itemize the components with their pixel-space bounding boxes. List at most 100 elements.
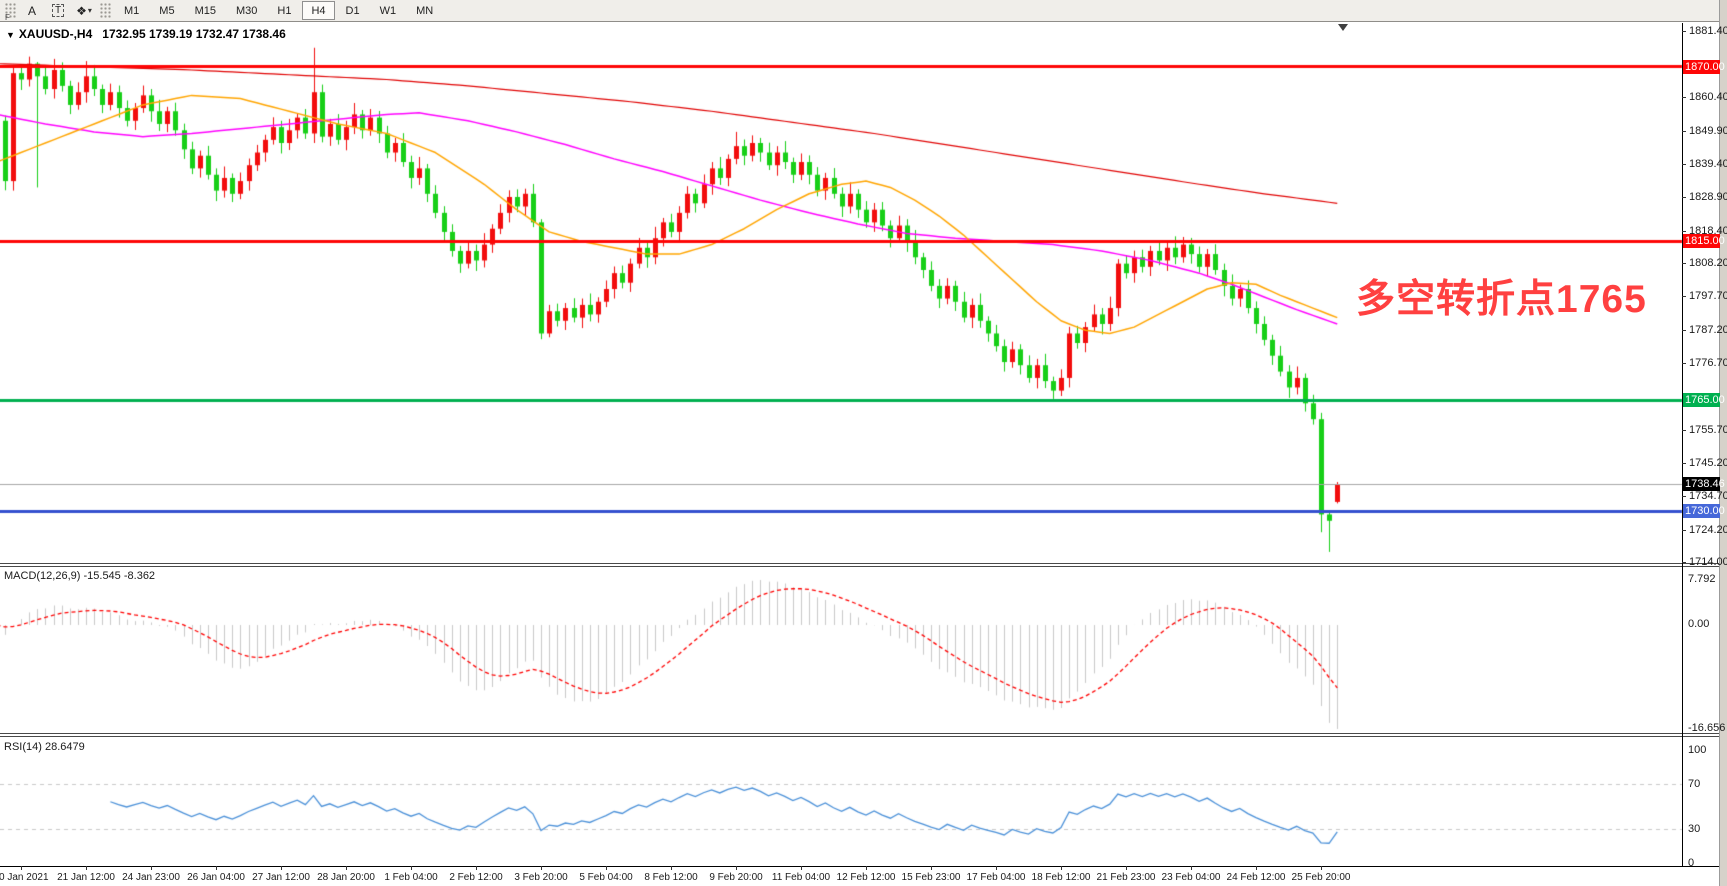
time-tick-label: 11 Feb 04:00 — [771, 872, 831, 883]
price-tick — [1682, 131, 1686, 132]
rsi-label: RSI(14) 28.6479 — [4, 741, 85, 753]
time-tick-label: 18 Feb 12:00 — [1031, 872, 1091, 883]
time-tick — [476, 866, 477, 870]
price-badge: 1765.00 — [1683, 393, 1725, 407]
macd-axis-top: 7.792 — [1688, 573, 1716, 585]
price-scale[interactable]: 1881.40 1860.40 1849.90 1839.40 1828.90 1818.… — [1682, 23, 1727, 866]
time-tick — [151, 866, 152, 870]
time-tick — [1256, 866, 1257, 870]
price-badge: 1815.00 — [1683, 234, 1725, 248]
time-tick-label: 24 Jan 23:00 — [122, 872, 180, 883]
time-tick-label: 3 Feb 20:00 — [514, 872, 568, 883]
price-badge: 1870.00 — [1683, 60, 1725, 74]
ohlc-values: 1732.95 1739.19 1732.47 1738.46 — [102, 27, 286, 41]
price-tick-label: 1734.70 — [1689, 490, 1727, 502]
macd-panel-separator[interactable] — [0, 563, 1719, 564]
macd-panel-separator-line2 — [0, 566, 1719, 567]
price-badge: 1738.46 — [1683, 477, 1725, 491]
time-tick — [866, 866, 867, 870]
macd-axis-bottom: -16.656 — [1688, 722, 1726, 734]
rsi-axis-label: 30 — [1688, 823, 1701, 835]
symbol-period-label: XAUUSD-,H4 — [18, 27, 93, 41]
time-tick — [996, 866, 997, 870]
rsi-panel-separator[interactable] — [0, 733, 1719, 734]
window-edge-strip — [1719, 0, 1727, 886]
price-tick — [1682, 263, 1686, 264]
price-tick-label: 1745.20 — [1689, 457, 1727, 469]
time-tick-label: 9 Feb 20:00 — [709, 872, 763, 883]
price-tick — [1682, 31, 1686, 32]
price-tick — [1682, 231, 1686, 232]
time-tick-label: 21 Feb 23:00 — [1096, 872, 1156, 883]
time-tick — [736, 866, 737, 870]
time-tick — [671, 866, 672, 870]
price-axis-border — [1682, 23, 1683, 867]
time-tick — [346, 866, 347, 870]
rsi-value: 28.6479 — [44, 741, 85, 753]
rsi-panel-separator-line2 — [0, 736, 1719, 737]
price-tick — [1682, 97, 1686, 98]
price-tick-label: 1881.40 — [1689, 25, 1727, 37]
price-tick-label: 1787.20 — [1689, 324, 1727, 336]
price-tick — [1682, 197, 1686, 198]
price-tick-label: 1724.20 — [1689, 524, 1727, 536]
rsi-axis-label: 70 — [1688, 778, 1701, 790]
price-tick — [1682, 530, 1686, 531]
chart-shift-marker-icon[interactable] — [1338, 24, 1348, 31]
time-tick-label: 27 Jan 12:00 — [252, 872, 310, 883]
chart-title: ▼ XAUUSD-,H4 1732.95 1739.19 1732.47 1738.… — [6, 27, 286, 41]
time-tick-label: 28 Jan 20:00 — [317, 872, 375, 883]
time-tick — [1126, 866, 1127, 870]
time-tick — [281, 866, 282, 870]
time-tick — [411, 866, 412, 870]
price-tick-label: 1860.40 — [1689, 91, 1727, 103]
time-tick-label: 20 Jan 2021 — [0, 872, 49, 883]
time-tick — [1321, 866, 1322, 870]
price-tick-label: 1714.00 — [1689, 556, 1727, 568]
time-tick — [216, 866, 217, 870]
price-tick-label: 1849.90 — [1689, 125, 1727, 137]
macd-main-value: -15.545 — [83, 570, 121, 582]
time-tick — [541, 866, 542, 870]
time-tick-label: 23 Feb 04:00 — [1161, 872, 1221, 883]
price-tick-label: 1828.90 — [1689, 191, 1727, 203]
price-tick-label: 1839.40 — [1689, 158, 1727, 170]
chart-text-annotation: 多空转折点1765 — [1356, 278, 1647, 321]
time-tick-label: 12 Feb 12:00 — [836, 872, 896, 883]
rsi-axis-label: 0 — [1688, 857, 1695, 869]
time-tick — [931, 866, 932, 870]
time-tick-label: 8 Feb 12:00 — [644, 872, 698, 883]
time-scale[interactable]: 20 Jan 2021 21 Jan 12:00 24 Jan 23:00 26 Ja… — [0, 866, 1682, 886]
price-tick-label: 1755.70 — [1689, 424, 1727, 436]
time-tick — [21, 866, 22, 870]
price-tick — [1682, 363, 1686, 364]
price-tick — [1682, 430, 1686, 431]
macd-label: MACD(12,26,9) -15.545 -8.362 — [4, 570, 156, 582]
price-tick-label: 1808.20 — [1689, 257, 1727, 269]
macd-axis-zero: 0.00 — [1688, 618, 1710, 630]
time-tick-label: 26 Jan 04:00 — [187, 872, 245, 883]
price-badge: 1730.00 — [1683, 504, 1725, 518]
time-tick — [1191, 866, 1192, 870]
time-tick-label: 21 Jan 12:00 — [57, 872, 115, 883]
time-tick-label: 15 Feb 23:00 — [901, 872, 961, 883]
time-tick-label: 17 Feb 04:00 — [966, 872, 1026, 883]
time-tick-label: 1 Feb 04:00 — [384, 872, 438, 883]
time-axis-border — [0, 866, 1719, 867]
price-tick — [1682, 330, 1686, 331]
price-tick — [1682, 562, 1686, 563]
time-tick — [86, 866, 87, 870]
symbol-dropdown-icon[interactable]: ▼ — [6, 30, 15, 40]
time-tick-label: 24 Feb 12:00 — [1226, 872, 1286, 883]
price-tick — [1682, 463, 1686, 464]
macd-signal-value: -8.362 — [123, 570, 156, 582]
price-tick-label: 1776.70 — [1689, 357, 1727, 369]
time-tick — [801, 866, 802, 870]
time-tick-label: 2 Feb 12:00 — [449, 872, 503, 883]
time-tick-label: 25 Feb 20:00 — [1291, 872, 1351, 883]
time-tick-label: 5 Feb 04:00 — [579, 872, 633, 883]
rsi-axis-label: 100 — [1688, 744, 1707, 756]
price-tick — [1682, 496, 1686, 497]
